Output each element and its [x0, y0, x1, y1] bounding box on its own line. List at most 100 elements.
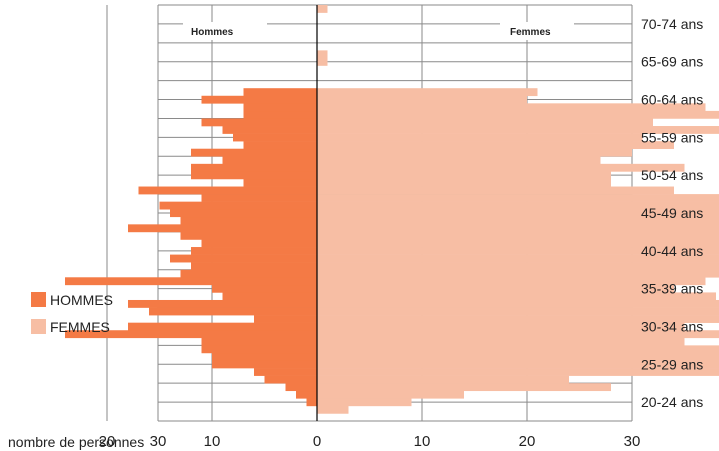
- bar-femmes-age-34: [317, 307, 719, 316]
- bar-hommes-age-27: [212, 360, 317, 369]
- age-label: 35-39 ans: [641, 281, 703, 297]
- bar-hommes-age-56: [243, 141, 317, 150]
- bar-femmes-age-24: [317, 383, 611, 392]
- bar-hommes-age-23: [296, 390, 317, 399]
- bar-hommes-age-39: [180, 269, 317, 278]
- bar-femmes-age-39: [317, 269, 719, 278]
- bar-femmes-age-25: [317, 375, 569, 384]
- legend-swatch-hommes: [31, 292, 46, 307]
- bar-hommes-age-44: [180, 231, 317, 240]
- bar-hommes-age-42: [191, 247, 317, 255]
- x-axis-tick-labels: 3020100102030405060: [99, 433, 641, 450]
- bar-hommes-age-34: [149, 307, 317, 316]
- age-label: 50-54 ans: [641, 167, 703, 183]
- bar-hommes-age-31: [65, 330, 317, 339]
- bar-femmes-age-45: [317, 224, 719, 233]
- bar-hommes-age-60: [243, 110, 317, 119]
- age-label: 30-34 ans: [641, 318, 703, 334]
- bar-hommes-age-45: [128, 224, 317, 233]
- bar-hommes-age-26: [254, 368, 317, 376]
- bar-femmes-age-35: [317, 299, 719, 308]
- bar-hommes-age-53: [191, 163, 317, 172]
- hommes-panel-label: Hommes: [191, 27, 234, 38]
- bar-femmes-age-37: [317, 284, 674, 293]
- bar-hommes-age-59: [201, 118, 317, 127]
- bar-femmes-age-63: [317, 88, 538, 97]
- x-tick-label: 10: [414, 433, 431, 450]
- bar-hommes-age-49: [201, 194, 317, 202]
- bar-femmes-age-55: [317, 148, 632, 157]
- bar-femmes-age-33: [317, 315, 719, 323]
- hommes-label-box: [183, 22, 267, 40]
- age-label: 55-59 ans: [641, 129, 703, 145]
- bar-hommes-age-37: [212, 284, 317, 293]
- bar-femmes-age-38: [317, 277, 706, 286]
- bar-femmes-age-32: [317, 322, 685, 331]
- bar-hommes-age-62: [201, 95, 317, 104]
- age-label: 20-24 ans: [641, 394, 703, 410]
- bar-hommes-age-36: [222, 292, 317, 301]
- bar-femmes-age-44: [317, 231, 719, 240]
- bar-hommes-age-50: [138, 186, 317, 195]
- bar-femmes-age-26: [317, 368, 719, 376]
- bar-femmes-age-27: [317, 360, 719, 369]
- age-group-labels: 70-74 ans 65-69 ans 60-64 ans 55-59 ans 50-5…: [641, 16, 703, 410]
- femmes-label-box: [500, 22, 574, 40]
- legend-swatch-femmes: [31, 319, 46, 334]
- bar-femmes-age-61: [317, 103, 706, 112]
- age-label: 25-29 ans: [641, 356, 703, 372]
- age-label: 40-44 ans: [641, 243, 703, 259]
- bar-femmes-age-48: [317, 201, 719, 210]
- bar-hommes-age-28: [212, 352, 317, 361]
- age-label: 70-74 ans: [641, 16, 703, 32]
- bar-femmes-age-36: [317, 292, 716, 301]
- bar-femmes-age-50: [317, 186, 674, 195]
- bar-femmes-age-59: [317, 118, 653, 127]
- bar-hommes-age-61: [243, 103, 317, 112]
- bar-femmes-age-40: [317, 262, 719, 271]
- bar-femmes-age-54: [317, 156, 601, 165]
- bar-femmes-age-49: [317, 194, 719, 202]
- bar-hommes-age-22: [306, 398, 317, 407]
- bar-hommes-age-47: [170, 209, 317, 218]
- bar-hommes-age-33: [254, 315, 317, 323]
- bar-hommes-age-51: [243, 178, 317, 187]
- bar-hommes-age-32: [128, 322, 317, 331]
- bar-femmes-age-58: [317, 126, 719, 134]
- legend-label-femmes: FEMMES: [50, 319, 110, 335]
- bar-femmes-age-41: [317, 254, 719, 263]
- bar-femmes-age-68: [317, 50, 328, 59]
- bar-hommes-age-29: [201, 345, 317, 354]
- x-tick-label: 0: [313, 433, 321, 450]
- bar-hommes-age-30: [201, 337, 317, 346]
- bar-hommes-age-24: [285, 383, 317, 392]
- age-label: 65-69 ans: [641, 54, 703, 70]
- bar-femmes-age-46: [317, 216, 719, 225]
- bar-hommes-age-46: [180, 216, 317, 225]
- bar-femmes-age-51: [317, 178, 611, 187]
- bar-femmes-age-23: [317, 390, 464, 399]
- bar-femmes-age-67: [317, 57, 328, 66]
- bar-hommes-age-41: [170, 254, 317, 263]
- bar-hommes-age-63: [243, 88, 317, 97]
- bar-hommes-age-58: [222, 126, 317, 134]
- x-tick-label: 20: [99, 433, 116, 450]
- bar-femmes-age-31: [317, 330, 719, 339]
- bar-femmes-age-21: [317, 405, 349, 414]
- bar-hommes-age-48: [159, 201, 317, 210]
- legend-label-hommes: HOMMES: [50, 292, 113, 308]
- age-label: 45-49 ans: [641, 205, 703, 221]
- age-label: 60-64 ans: [641, 92, 703, 108]
- x-tick-label: 30: [150, 433, 167, 450]
- bar-hommes-age-55: [191, 148, 317, 157]
- bar-femmes-age-22: [317, 398, 412, 407]
- bar-femmes-age-47: [317, 209, 719, 218]
- x-axis-title: nombre de personnes: [8, 434, 144, 450]
- bar-femmes-age-43: [317, 239, 719, 248]
- femmes-bars: [317, 5, 719, 414]
- bar-hommes-age-43: [201, 239, 317, 248]
- bar-femmes-age-28: [317, 352, 719, 361]
- bar-femmes-age-42: [317, 247, 719, 255]
- bar-femmes-age-74: [317, 5, 328, 13]
